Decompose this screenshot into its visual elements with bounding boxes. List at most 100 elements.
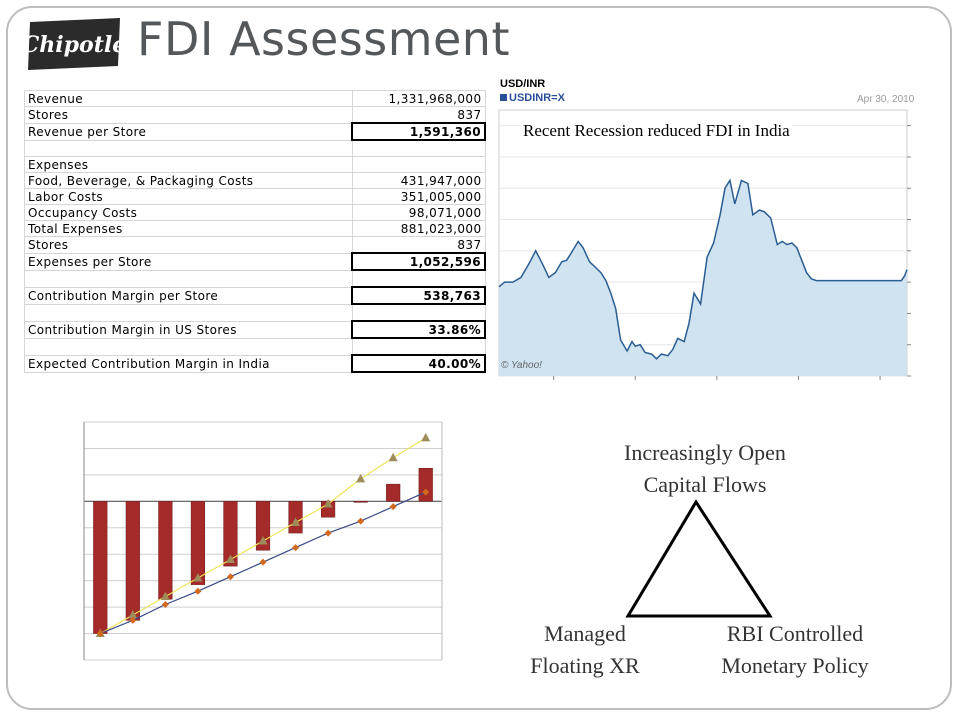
bar xyxy=(353,501,368,503)
row-label xyxy=(24,303,353,322)
stock-chart-header: USD/INR xyxy=(500,78,546,90)
right-label-line1: RBI Controlled xyxy=(726,621,864,646)
table-row: Total Expenses 881,023,000 xyxy=(24,220,486,237)
top-label-line2: Capital Flows xyxy=(643,472,767,497)
bar xyxy=(255,501,271,551)
point xyxy=(259,558,267,566)
point xyxy=(388,452,398,462)
right-label: RBI Controlled Monetary Policy xyxy=(700,618,890,682)
row-label: Expenses per Store xyxy=(24,252,353,271)
row-value: 40.00% xyxy=(351,354,486,373)
table-row: Food, Beverage, & Packaging Costs 431,947… xyxy=(24,172,486,189)
yahoo-watermark: © Yahoo! xyxy=(501,360,542,371)
right-label-line2: Monetary Policy xyxy=(721,653,869,678)
point xyxy=(323,498,333,508)
series-swatch-icon xyxy=(500,94,507,101)
breakeven-chart xyxy=(83,421,443,661)
point xyxy=(226,573,234,581)
row-label: Stores xyxy=(24,236,353,254)
table-row xyxy=(24,139,486,157)
recession-annotation: Recent Recession reduced FDI in India xyxy=(521,121,792,141)
point xyxy=(225,554,235,564)
point xyxy=(357,517,365,525)
row-label: Revenue xyxy=(24,90,353,107)
row-label: Contribution Margin in US Stores xyxy=(24,320,353,339)
slide-title: FDI Assessment xyxy=(137,12,511,66)
row-label xyxy=(24,337,353,356)
point xyxy=(291,517,301,526)
point xyxy=(324,529,332,537)
financial-table: Revenue 1,331,968,000 Stores 837 Revenue per… xyxy=(24,90,486,373)
top-label: Increasingly Open Capital Flows xyxy=(600,437,810,501)
row-label: Revenue per Store xyxy=(24,122,353,141)
table-row xyxy=(24,337,486,356)
row-label: Total Expenses xyxy=(24,220,353,237)
table-row: Expenses per Store 1,052,596 xyxy=(24,252,486,271)
row-label xyxy=(24,269,353,288)
stock-ticker: USDINR=X xyxy=(500,92,565,104)
row-value xyxy=(351,337,486,356)
row-label: Expected Contribution Margin in India xyxy=(24,354,353,373)
usd-inr-chart xyxy=(498,109,911,380)
point xyxy=(389,503,397,511)
point xyxy=(292,544,300,552)
price-series xyxy=(498,178,908,376)
point xyxy=(129,616,137,624)
table-row: Occupancy Costs 98,071,000 xyxy=(24,204,486,221)
bar xyxy=(223,501,238,567)
bar xyxy=(288,501,303,534)
point xyxy=(356,473,366,483)
point xyxy=(160,591,170,601)
table-row: Stores 837 xyxy=(24,106,486,124)
bar xyxy=(190,501,205,585)
triangle-diagram xyxy=(625,499,773,618)
left-label-line1: Managed xyxy=(544,621,626,646)
table-row: Contribution Margin per Store 538,763 xyxy=(24,286,486,305)
row-label xyxy=(24,139,353,157)
point xyxy=(194,587,202,595)
point xyxy=(128,610,138,619)
row-label: Occupancy Costs xyxy=(24,204,353,221)
bar xyxy=(125,501,140,621)
table-row: Stores 837 xyxy=(24,236,486,254)
row-value: 1,331,968,000 xyxy=(351,90,486,107)
row-label: Food, Beverage, & Packaging Costs xyxy=(24,172,353,189)
bar xyxy=(418,468,433,502)
row-value: 33.86% xyxy=(351,320,486,339)
table-row xyxy=(24,269,486,288)
point xyxy=(422,488,430,496)
row-value: 98,071,000 xyxy=(351,204,486,221)
table-row: Contribution Margin in US Stores 33.86% xyxy=(24,320,486,339)
row-label: Expenses xyxy=(24,156,353,173)
logo-text: Chipotle xyxy=(24,32,124,58)
table-row: Expected Contribution Margin in India 40.… xyxy=(24,354,486,373)
row-value: 1,591,360 xyxy=(351,122,486,141)
top-label-line1: Increasingly Open xyxy=(624,440,786,465)
row-value: 1,052,596 xyxy=(351,252,486,271)
row-label: Contribution Margin per Store xyxy=(24,286,353,305)
bar xyxy=(386,483,401,502)
slide-frame xyxy=(6,6,952,710)
table-row: Revenue 1,331,968,000 xyxy=(24,90,486,107)
price-area xyxy=(499,180,907,376)
row-value xyxy=(351,156,486,173)
point xyxy=(161,600,169,608)
row-value: 431,947,000 xyxy=(351,172,486,189)
point xyxy=(258,536,268,545)
table-row: Expenses xyxy=(24,156,486,173)
table-row: Revenue per Store 1,591,360 xyxy=(24,122,486,141)
chipotle-logo: Chipotle xyxy=(24,18,124,70)
ticker-label: USDINR=X xyxy=(509,92,565,104)
stock-date: Apr 30, 2010 xyxy=(857,94,915,105)
bar xyxy=(158,501,173,600)
table-row xyxy=(24,303,486,322)
row-value: 837 xyxy=(351,236,486,254)
row-label: Labor Costs xyxy=(24,188,353,205)
row-value xyxy=(351,269,486,288)
bar xyxy=(93,501,108,634)
table-row: Labor Costs 351,005,000 xyxy=(24,188,486,205)
price-line xyxy=(498,178,908,360)
row-value xyxy=(351,139,486,157)
row-value: 837 xyxy=(351,106,486,124)
row-value: 351,005,000 xyxy=(351,188,486,205)
